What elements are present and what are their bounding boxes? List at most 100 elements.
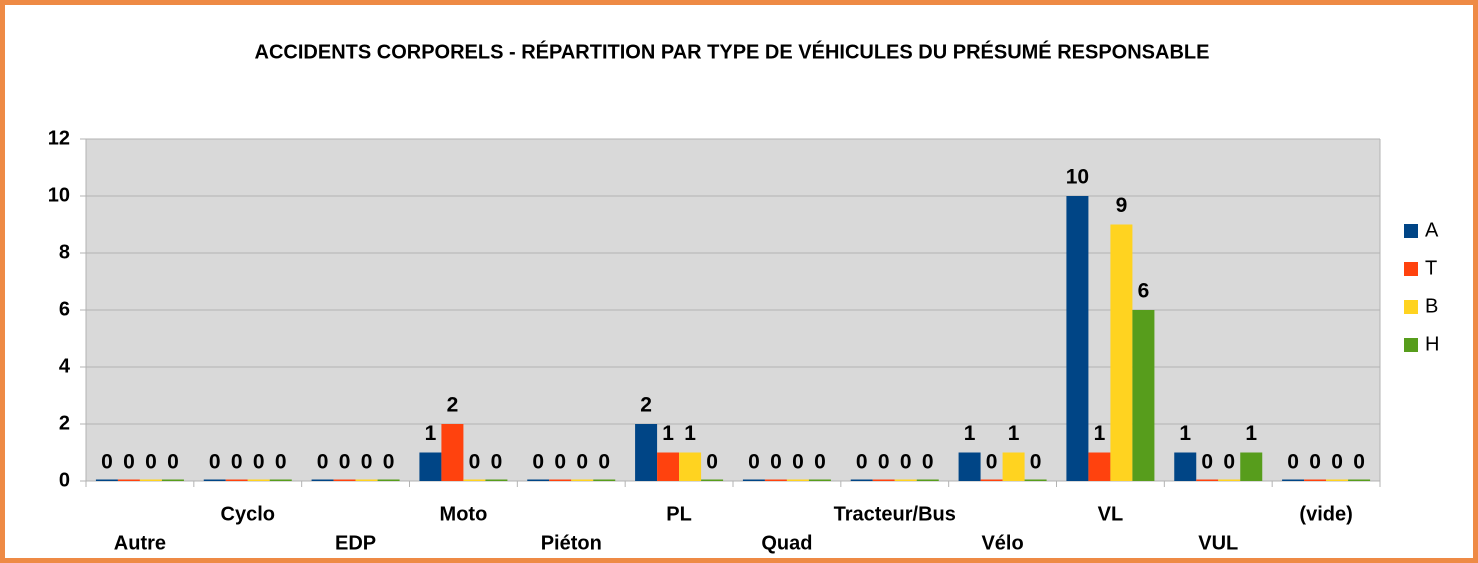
bar <box>679 452 702 481</box>
data-label: 10 <box>1066 166 1089 189</box>
bar <box>95 479 118 481</box>
bar <box>377 479 400 481</box>
bar <box>1088 452 1111 481</box>
x-tick-label: Cyclo <box>221 503 275 525</box>
bar <box>463 479 486 481</box>
bar <box>764 479 787 481</box>
data-label: 0 <box>361 451 373 474</box>
legend-label: T <box>1425 257 1437 279</box>
data-label: 2 <box>640 394 652 417</box>
data-label: 6 <box>1138 280 1150 303</box>
bar <box>980 479 1003 481</box>
data-label: 0 <box>383 451 395 474</box>
data-label: 0 <box>101 451 113 474</box>
x-tick-label: Piéton <box>541 532 602 554</box>
legend-swatch <box>1404 262 1418 276</box>
legend-swatch <box>1404 224 1418 238</box>
data-label: 0 <box>1353 451 1365 474</box>
bar <box>269 479 292 481</box>
bar <box>419 452 442 481</box>
data-label: 0 <box>491 451 503 474</box>
data-label: 1 <box>662 422 674 445</box>
bar <box>139 479 162 481</box>
x-tick-label: Moto <box>440 503 488 525</box>
x-tick-label: (vide) <box>1299 503 1352 525</box>
data-label: 1 <box>964 422 976 445</box>
data-label: 0 <box>856 451 868 474</box>
data-label: 1 <box>684 422 696 445</box>
data-label: 1 <box>1094 422 1106 445</box>
data-label: 0 <box>1030 451 1042 474</box>
bar <box>333 479 356 481</box>
data-label: 0 <box>770 451 782 474</box>
data-label: 0 <box>209 451 221 474</box>
bar <box>1174 452 1197 481</box>
y-tick-label: 6 <box>59 298 70 320</box>
data-label: 0 <box>1223 451 1235 474</box>
y-tick-label: 2 <box>59 412 70 434</box>
legend-label: B <box>1425 295 1438 317</box>
bar <box>247 479 270 481</box>
bar <box>1110 224 1133 481</box>
data-label: 0 <box>706 451 718 474</box>
bar <box>593 479 616 481</box>
bar <box>742 479 765 481</box>
data-label: 1 <box>1179 422 1191 445</box>
bar <box>161 479 184 481</box>
legend-label: H <box>1425 333 1439 355</box>
bar <box>203 479 226 481</box>
data-label: 0 <box>554 451 566 474</box>
data-label: 0 <box>532 451 544 474</box>
data-label: 9 <box>1116 194 1128 217</box>
data-label: 0 <box>792 451 804 474</box>
data-label: 0 <box>123 451 135 474</box>
bar <box>1304 479 1327 481</box>
bar <box>1282 479 1305 481</box>
bar <box>311 479 334 481</box>
chart-title: ACCIDENTS CORPORELS - RÉPARTITION PAR TY… <box>255 40 1210 63</box>
bar <box>1002 452 1025 481</box>
data-label: 0 <box>814 451 826 474</box>
bar <box>527 479 550 481</box>
x-tick-label: Tracteur/Bus <box>834 503 956 525</box>
bar <box>1240 452 1263 481</box>
data-label: 0 <box>598 451 610 474</box>
data-label: 2 <box>447 394 459 417</box>
data-label: 0 <box>1287 451 1299 474</box>
bar <box>657 452 680 481</box>
x-tick-label: PL <box>666 503 692 525</box>
y-tick-label: 12 <box>48 127 70 149</box>
bar <box>1196 479 1219 481</box>
legend-label: A <box>1425 219 1439 241</box>
data-label: 1 <box>425 422 437 445</box>
x-tick-label: Quad <box>761 532 812 554</box>
data-label: 0 <box>986 451 998 474</box>
bar <box>1218 479 1241 481</box>
data-label: 0 <box>878 451 890 474</box>
bar <box>1024 479 1047 481</box>
bar <box>1348 479 1371 481</box>
data-label: 0 <box>1331 451 1343 474</box>
data-label: 0 <box>922 451 934 474</box>
bar <box>850 479 873 481</box>
bar <box>441 424 464 481</box>
y-tick-label: 8 <box>59 241 70 263</box>
bar <box>635 424 658 481</box>
bar <box>808 479 831 481</box>
y-tick-label: 0 <box>59 469 70 491</box>
data-label: 0 <box>275 451 287 474</box>
bar <box>355 479 378 481</box>
bar <box>916 479 939 481</box>
bar <box>958 452 981 481</box>
bar <box>872 479 895 481</box>
x-tick-label: VUL <box>1198 532 1238 554</box>
legend-swatch <box>1404 338 1418 352</box>
data-label: 1 <box>1245 422 1257 445</box>
x-tick-label: VL <box>1098 503 1124 525</box>
data-label: 0 <box>145 451 157 474</box>
bar <box>786 479 809 481</box>
data-label: 0 <box>1201 451 1213 474</box>
bar <box>1132 310 1155 481</box>
bar <box>1326 479 1349 481</box>
bar <box>117 479 140 481</box>
